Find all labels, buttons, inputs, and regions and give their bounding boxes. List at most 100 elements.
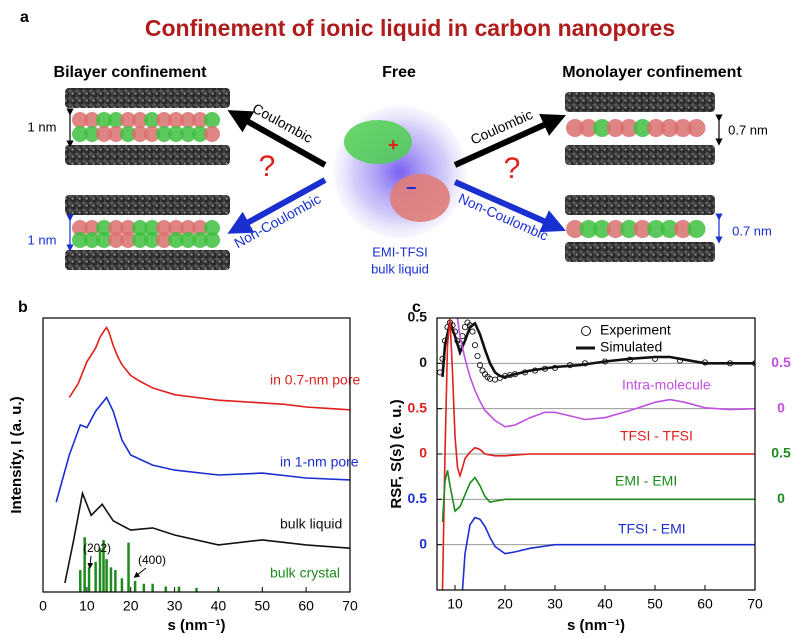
plot-frame <box>436 317 756 591</box>
svg-text:−: − <box>406 178 417 198</box>
svg-text:+: + <box>388 135 399 155</box>
y-axis-label: RSF, S(s) (e. u.) <box>388 399 405 508</box>
series-label: in 0.7-nm pore <box>270 372 360 388</box>
x-tick-label: 50 <box>647 596 663 612</box>
ion <box>96 232 112 248</box>
plot-area <box>437 318 755 590</box>
series-label: TFSI - TFSI <box>620 428 693 444</box>
ion <box>144 220 160 236</box>
ion <box>156 232 172 248</box>
ions <box>72 112 706 248</box>
ion <box>132 220 148 236</box>
y-tick-label: 0.5 <box>771 445 791 461</box>
ion <box>180 126 196 142</box>
series-line <box>68 326 350 411</box>
series-line <box>441 318 755 379</box>
ion <box>84 126 100 142</box>
question-mark: ? <box>504 152 521 185</box>
ion <box>144 112 160 128</box>
gap-label: 0.7 nm <box>728 122 768 137</box>
ion <box>593 119 611 137</box>
question-mark: ? <box>259 150 276 183</box>
annotation: (400) <box>138 553 166 567</box>
data-point <box>469 328 476 335</box>
annotation-arrow <box>133 567 147 578</box>
series-line <box>441 318 755 590</box>
x-tick-label: 10 <box>447 596 463 612</box>
ion <box>192 126 208 142</box>
ion <box>108 112 124 128</box>
ion <box>72 126 88 142</box>
ion <box>647 119 665 137</box>
y-axis-label: Intensity, I (a. u.) <box>8 396 25 513</box>
ion <box>120 220 136 236</box>
x-tick-label: 70 <box>342 598 358 614</box>
ion <box>192 220 208 236</box>
ion <box>96 112 112 128</box>
ion <box>579 119 598 137</box>
ion <box>674 220 692 238</box>
ion <box>84 112 100 128</box>
ion <box>647 220 665 238</box>
series-line <box>64 490 350 584</box>
ion <box>156 112 172 128</box>
ion <box>674 119 692 137</box>
ion <box>144 126 160 142</box>
panel-label: b <box>18 299 28 316</box>
center-caption: EMI-TFSI <box>372 244 428 259</box>
x-tick-label: 20 <box>497 596 513 612</box>
free-ion-pair: + − <box>344 120 450 222</box>
arrow <box>453 113 566 168</box>
ion <box>204 126 220 142</box>
plot-area <box>55 326 350 592</box>
ion <box>72 232 88 248</box>
ion <box>168 220 184 236</box>
y-tick-label: 0 <box>777 490 785 506</box>
ion <box>96 220 112 236</box>
y-tick-label: 0.5 <box>408 490 428 506</box>
ion <box>204 232 220 248</box>
ion <box>620 119 638 137</box>
x-axis-label: s (nm⁻¹) <box>567 617 625 634</box>
ion <box>204 112 220 128</box>
y-tick-label: 0 <box>419 354 427 370</box>
series-label: Intra-molecule <box>622 377 711 393</box>
ion <box>180 112 196 128</box>
x-tick-label: 30 <box>167 598 183 614</box>
ion <box>84 220 100 236</box>
ion <box>660 119 679 137</box>
x-tick-label: 40 <box>597 596 613 612</box>
series-line <box>461 516 755 590</box>
series-line <box>456 318 755 428</box>
center-title: Free <box>382 64 416 81</box>
ion <box>606 220 625 238</box>
x-tick-label: 40 <box>211 598 227 614</box>
arrow <box>453 179 566 233</box>
ion <box>633 220 652 238</box>
series-label: bulk crystal <box>270 565 340 581</box>
x-tick-label: 30 <box>547 596 563 612</box>
x-tick-label: 70 <box>747 596 763 612</box>
ion <box>620 220 638 238</box>
ion <box>156 126 172 142</box>
ion <box>108 220 124 236</box>
y-tick-label: 0 <box>419 535 427 551</box>
ion <box>132 126 148 142</box>
ion <box>180 232 196 248</box>
gap-label: 0.7 nm <box>732 223 772 238</box>
y-tick-label: 0 <box>777 399 785 415</box>
ion <box>132 232 148 248</box>
ion <box>72 220 88 236</box>
ion <box>120 126 136 142</box>
panel-label: c <box>412 299 421 316</box>
center-caption: bulk liquid <box>371 261 429 276</box>
ion <box>168 112 184 128</box>
x-tick-label: 0 <box>39 598 47 614</box>
ion <box>84 232 100 248</box>
annotation: (202) <box>83 541 111 555</box>
y-tick-label: 0.5 <box>771 354 791 370</box>
ion <box>120 112 136 128</box>
annotation-arrow <box>87 555 94 569</box>
right-title: Monolayer confinement <box>562 64 742 81</box>
ion <box>192 232 208 248</box>
